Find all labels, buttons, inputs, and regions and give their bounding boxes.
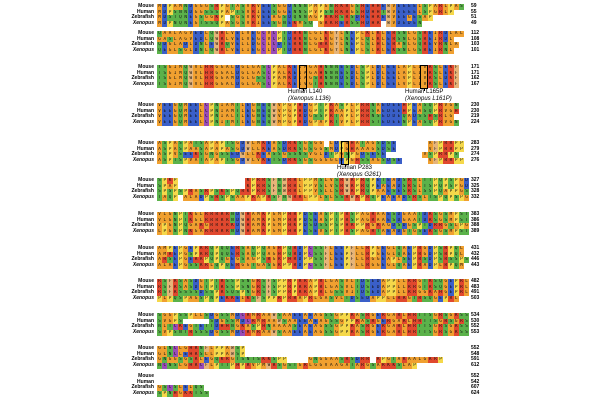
species-label: Xenopus xyxy=(126,296,154,302)
residue xyxy=(464,21,469,27)
residue xyxy=(464,158,469,164)
annotation-l140-line2: (Xenopus L136) xyxy=(288,96,331,103)
alignment-block: Mouse S P K P K P R R S F N W R R L P P M S L V S R W R P R Q P E T E A D S… xyxy=(126,178,486,201)
alignment-row: Xenopus A S P T S P V A T A P A P T S G D W L V K E T S D R K S G S G G G… xyxy=(126,158,486,164)
alignment-row: Xenopus L P G N P N K G A R R R R R N D W H A M K P G M P H R P E S E V S… xyxy=(126,229,486,235)
residue: T xyxy=(464,229,469,235)
alignment-block: Mouse S G G P S S P L L S D G S S M D C R M R A A W S A A E E A E A G S S G… xyxy=(126,313,486,336)
residue xyxy=(464,263,469,269)
annotation-l140-line1: Human L140 xyxy=(288,89,331,96)
alignment-row: Xenopus P L P Q S P A G S P N P E K K E I K S F S P P R P R R A P R L G A… xyxy=(126,296,486,302)
alignment-row: Xenopus N C N S L G H R C F L P T T P H P R V P M W R S G S T G R L G G V… xyxy=(126,363,486,369)
alignment-row: Xenopus M D P N Q N E G T S S Q P A S G S V R I E E S G N E K M S Q G R K… xyxy=(126,21,486,27)
residue xyxy=(464,48,469,54)
highlight-box-p283 xyxy=(341,141,349,165)
residue xyxy=(464,391,469,397)
annotation-l165-line2: (Xenopus L161P) xyxy=(405,96,452,103)
residue-position-number: 276 xyxy=(471,158,479,164)
residue-position-number: 553 xyxy=(471,330,479,336)
alignment-row: Xenopus Q E G L S G L D N L Q W R L V E L I E G C L C P T D R K N L G L K… xyxy=(126,48,486,54)
residue-position-number: 224 xyxy=(471,120,479,126)
residue-position-number: 101 xyxy=(471,48,479,54)
alignment-row: Xenopus V E E G Q M E E L C P N I T M T L E G N E Q W M P G P H D G P A P… xyxy=(126,120,486,126)
alignment-block: Mouse 552 Human 542 Zebrafish G S C S L E L Q S 607 Xen… xyxy=(126,374,486,397)
alignment-block: Mouse V L G N P T K G L R R R R R N D W H A M K P G M P H R P D S E A S P T… xyxy=(126,212,486,235)
residue-position-number: 443 xyxy=(471,263,479,269)
residue-position-number: 612 xyxy=(471,363,479,369)
alignment-block: Mouse R S F R S A S D G T P T R S S P S N G R S F S P P R P R R A P R L G A… xyxy=(126,279,486,302)
species-label: Xenopus xyxy=(126,48,154,54)
residue-position-number: 624 xyxy=(471,391,479,397)
annotation-p283-line1: Human P283 xyxy=(337,165,381,172)
highlight-box-l140 xyxy=(299,65,307,89)
sequence-strip: VEEGQMEELCPNITMTLEGNEQWMPGPHDGPAPRTVPLPR… xyxy=(157,120,469,126)
alignment-block: Mouse Q A A L A G V E D L Q W R L V E L V E G C V C P T D R K N L G L K G Y… xyxy=(126,31,486,54)
alignment-row: Xenopus T A Q P A L A D P S R S P S A A P R A P R S F N W R R L P P L S L… xyxy=(126,195,486,201)
alignment-block: Mouse M D P A M N D G G G S R P G T A S V R V E E S G G D N N N P M P G N R… xyxy=(126,4,486,27)
residue-position-number: 332 xyxy=(471,195,479,201)
sequence-strip: LPGNPNKGARRRRRNDWHAMKPGMPHRPESEVSPTPRSPA… xyxy=(157,229,469,235)
residue-position-number: 49 xyxy=(471,21,477,27)
residue: S xyxy=(464,330,469,336)
sequence-strip: SVPSNTRSSSDGSSMDCRMRAAWSAAEEAEAGSSGPPRAS… xyxy=(157,330,469,336)
species-label: Xenopus xyxy=(126,330,154,336)
sequence-strip: ASPTSPVATAPAPTSGDWLVKETSDRKSGSGGGGLDPGHS… xyxy=(157,158,469,164)
alignment-block: Mouse G L N C L G H R N F L P P A W S P 552 Human G L N C L E H R S L… xyxy=(126,346,486,369)
species-label: Xenopus xyxy=(126,195,154,201)
highlight-box-l165 xyxy=(420,65,428,89)
annotation-l165-line1: Human L165P xyxy=(405,89,452,96)
residue xyxy=(464,363,469,369)
sequence-strip: ALAEPGSSRRLQPQERGGTGASGRPPRDPCSSFLEEPFLL… xyxy=(157,263,469,269)
alignment-block: Mouse A M P E P G E P R R Q P Q Q E R S A Q P Q A G H P Q R D P C S S F L E… xyxy=(126,246,486,269)
species-label: Xenopus xyxy=(126,82,154,88)
sequence-strip: TAQPALADPSRSPSAAPRAPRSFNWRRLPPLSLSSRWRPR… xyxy=(157,195,469,201)
residue xyxy=(464,82,469,88)
alignment-row: Xenopus S V P S N T R S S S D G S S M D C R M R A A W S A A E E A E A G S… xyxy=(126,330,486,336)
species-label: Xenopus xyxy=(126,391,154,397)
alignment-block: Mouse A S P A S P A T S A P A P T S G D W L M K E A S D R K S G S G G L D P… xyxy=(126,141,486,164)
residue-position-number: 503 xyxy=(471,296,479,302)
species-label: Xenopus xyxy=(126,229,154,235)
alignment-row: Xenopus A L A E P G S S R R L Q P Q E R G G T G A S G R P P R D P C S S F… xyxy=(126,263,486,269)
residue-position-number: 167 xyxy=(471,82,479,88)
species-label: Xenopus xyxy=(126,120,154,126)
residue: G xyxy=(464,195,469,201)
annotation-p283: Human P283 (Xenopus G261) xyxy=(337,165,381,179)
residue-position-number: 389 xyxy=(471,229,479,235)
residue xyxy=(464,296,469,302)
species-label: Xenopus xyxy=(126,21,154,27)
sequence-strip: MDPNQNEGTSSQPASGSVRIEESGNEKMSQGRKRERSSHD… xyxy=(157,21,469,27)
sequence-strip: PLPQSPAGSPNPEKKEIKSFSPPRPRRAPRLGASVLTDSE… xyxy=(157,296,469,302)
annotation-l165: Human L165P (Xenopus L161P) xyxy=(405,89,452,103)
alignment-row: Xenopus S P N H G K K T S S 624 xyxy=(126,391,486,397)
residue xyxy=(464,120,469,126)
species-label: Xenopus xyxy=(126,363,154,369)
species-label: Xenopus xyxy=(126,158,154,164)
sequence-strip: QEGLSGLDNLQWRLVELIEGCLCPTDRKNLGLKGYLNEPL… xyxy=(157,48,469,54)
sequence-strip: NCNSLGHRCFLPTTPHPRVPMWRSGSTGRLGGVAAGATAR… xyxy=(157,363,469,369)
annotation-p283-line2: (Xenopus G261) xyxy=(337,172,381,179)
alignment-block: Mouse V E E G Q M E E L C P N I A M T L E G N E Q W V P G P H D G P T P R A… xyxy=(126,103,486,126)
sequence-strip: SPNHGKKTSS xyxy=(157,391,469,397)
annotation-l140: Human L140 (Xenopus L136) xyxy=(288,89,331,103)
species-label: Xenopus xyxy=(126,263,154,269)
